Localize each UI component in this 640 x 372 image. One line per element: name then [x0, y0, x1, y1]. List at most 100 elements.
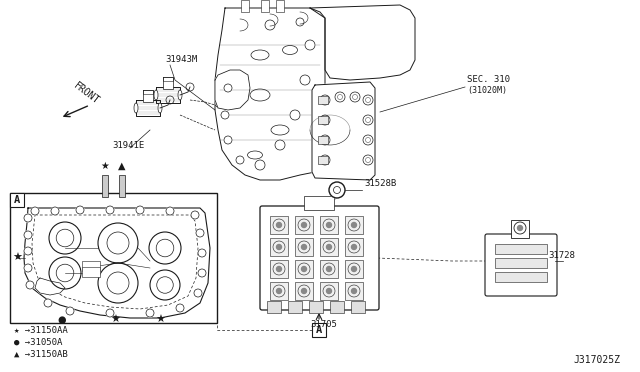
Circle shape	[51, 207, 59, 215]
Circle shape	[26, 281, 34, 289]
Circle shape	[44, 299, 52, 307]
Bar	[318, 136, 328, 144]
Circle shape	[300, 75, 310, 85]
Bar	[82, 261, 100, 271]
Bar	[295, 216, 313, 234]
Circle shape	[351, 289, 356, 294]
Bar	[511, 220, 529, 238]
Circle shape	[236, 156, 244, 164]
Polygon shape	[215, 8, 325, 180]
Bar	[320, 282, 338, 300]
Circle shape	[106, 206, 114, 214]
Circle shape	[76, 206, 84, 214]
Bar	[345, 260, 363, 278]
Bar	[320, 238, 338, 256]
Circle shape	[24, 231, 32, 239]
Circle shape	[166, 207, 174, 215]
Text: 31528B: 31528B	[364, 179, 396, 188]
Circle shape	[31, 207, 39, 215]
Polygon shape	[215, 70, 250, 110]
Bar	[345, 282, 363, 300]
Circle shape	[301, 266, 307, 272]
Polygon shape	[156, 87, 180, 103]
Bar	[82, 267, 100, 277]
Circle shape	[351, 266, 356, 272]
Text: ▲ →31150AB: ▲ →31150AB	[14, 350, 68, 359]
Circle shape	[275, 140, 285, 150]
Bar	[495, 258, 547, 268]
Text: SEC. 310: SEC. 310	[467, 75, 510, 84]
Bar	[267, 301, 281, 313]
Circle shape	[198, 249, 206, 257]
Circle shape	[221, 111, 229, 119]
Circle shape	[301, 289, 307, 294]
Circle shape	[66, 307, 74, 315]
Bar	[330, 301, 344, 313]
Bar	[261, 0, 269, 12]
Circle shape	[518, 225, 522, 231]
Circle shape	[176, 304, 184, 312]
Polygon shape	[312, 82, 375, 180]
Circle shape	[296, 18, 304, 26]
Bar	[318, 116, 328, 124]
Text: ★ →31150AA: ★ →31150AA	[14, 326, 68, 335]
Bar	[270, 282, 288, 300]
Bar	[345, 216, 363, 234]
Ellipse shape	[134, 103, 138, 113]
Bar	[345, 238, 363, 256]
Bar	[295, 282, 313, 300]
Text: (31020M): (31020M)	[467, 86, 507, 95]
Text: A: A	[316, 325, 322, 335]
Circle shape	[320, 115, 330, 125]
Circle shape	[350, 92, 360, 102]
Bar	[143, 90, 153, 102]
Circle shape	[326, 222, 332, 228]
Bar	[295, 238, 313, 256]
Bar	[163, 77, 173, 89]
Circle shape	[326, 266, 332, 272]
Text: A: A	[14, 195, 20, 205]
Bar	[318, 96, 328, 104]
Ellipse shape	[178, 90, 182, 100]
Circle shape	[136, 206, 144, 214]
Circle shape	[276, 222, 282, 228]
Circle shape	[276, 266, 282, 272]
Circle shape	[326, 289, 332, 294]
Circle shape	[335, 92, 345, 102]
Circle shape	[196, 229, 204, 237]
Bar	[10, 193, 217, 323]
Circle shape	[255, 160, 265, 170]
Circle shape	[191, 211, 199, 219]
Circle shape	[363, 155, 373, 165]
Circle shape	[290, 110, 300, 120]
Circle shape	[265, 20, 275, 30]
Circle shape	[320, 95, 330, 105]
Circle shape	[301, 244, 307, 250]
Circle shape	[150, 270, 180, 300]
Bar	[270, 238, 288, 256]
Polygon shape	[310, 5, 415, 80]
Bar	[241, 0, 249, 12]
Circle shape	[224, 84, 232, 92]
Text: 31941E: 31941E	[112, 141, 144, 150]
Circle shape	[320, 155, 330, 165]
Circle shape	[305, 40, 315, 50]
Circle shape	[149, 232, 181, 264]
Circle shape	[363, 135, 373, 145]
Text: ●: ●	[58, 315, 67, 325]
Text: 31943M: 31943M	[165, 55, 197, 64]
Ellipse shape	[154, 90, 158, 100]
Text: ★: ★	[155, 315, 165, 325]
Circle shape	[351, 244, 356, 250]
Bar	[10, 193, 24, 207]
Ellipse shape	[158, 103, 162, 113]
Bar	[351, 301, 365, 313]
Circle shape	[49, 222, 81, 254]
Circle shape	[276, 289, 282, 294]
Circle shape	[363, 95, 373, 105]
Text: ★: ★	[12, 253, 22, 263]
Circle shape	[329, 182, 345, 198]
Text: J317025Z: J317025Z	[573, 355, 620, 365]
Bar	[276, 0, 284, 12]
Circle shape	[276, 244, 282, 250]
